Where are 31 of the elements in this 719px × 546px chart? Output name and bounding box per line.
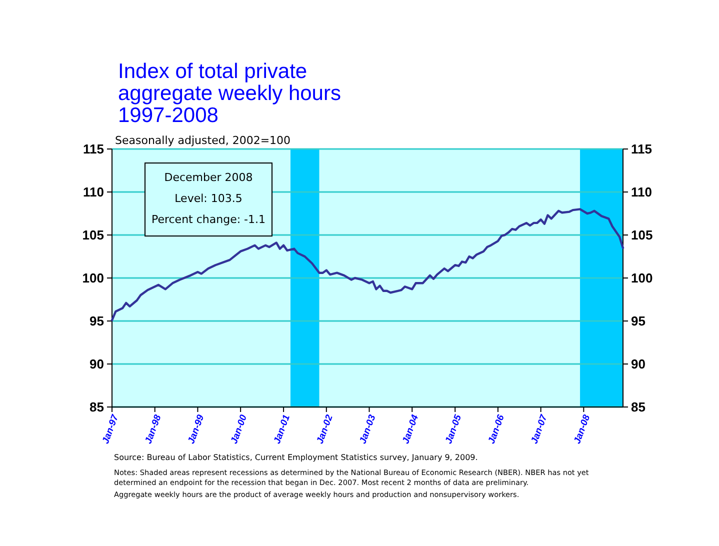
x-tick-label: Jan-04 [400, 412, 422, 446]
y2-tick-label: 110 [631, 184, 652, 200]
y2-tick-label: 90 [631, 356, 646, 372]
x-tick-label: Jan-05 [443, 412, 464, 446]
x-tick-label: Jan-08 [572, 412, 593, 446]
x-tick-label: Jan-00 [228, 412, 250, 446]
y2-tick-label: 100 [631, 270, 653, 286]
y-tick-label: 85 [90, 400, 104, 415]
x-tick-label: Jan-03 [358, 412, 378, 446]
y2-tick-label: 115 [631, 142, 652, 157]
line-series [110, 208, 624, 322]
chart-subtitle: Seasonally adjusted, 2002=100 [115, 134, 291, 147]
y2-tick-label: 105 [631, 228, 653, 243]
x-tick-label: Jan-07 [529, 412, 550, 446]
y2-tick-label: 85 [631, 400, 646, 415]
y-tick-label: 90 [90, 356, 104, 372]
source-note: Source: Bureau of Labor Statistics, Current Employment Statistics survey, January 9, 2009. [114, 453, 478, 462]
chart-title: Index of total private aggregate weekly hours 1997-2008 [118, 60, 341, 127]
x-tick-label: Jan-97 [100, 412, 122, 446]
annotation: December 2008 Level: 103.5 Percent change: -1.1 [151, 171, 266, 226]
x-tick-label: Jan-98 [143, 412, 164, 446]
y-tick-label: 115 [83, 142, 104, 157]
y2-tick-label: 95 [631, 314, 646, 329]
y-tick-label: 100 [82, 270, 104, 286]
x-tick-label: Jan-01 [272, 413, 292, 446]
y-tick-label: 110 [83, 184, 104, 200]
x-tick-label: Jan-02 [314, 412, 336, 446]
x-tick-label: Jan-06 [486, 412, 508, 446]
y-tick-label: 105 [82, 228, 104, 243]
x-tick-label: Jan-99 [186, 412, 207, 446]
y-tick-label: 95 [90, 314, 104, 329]
